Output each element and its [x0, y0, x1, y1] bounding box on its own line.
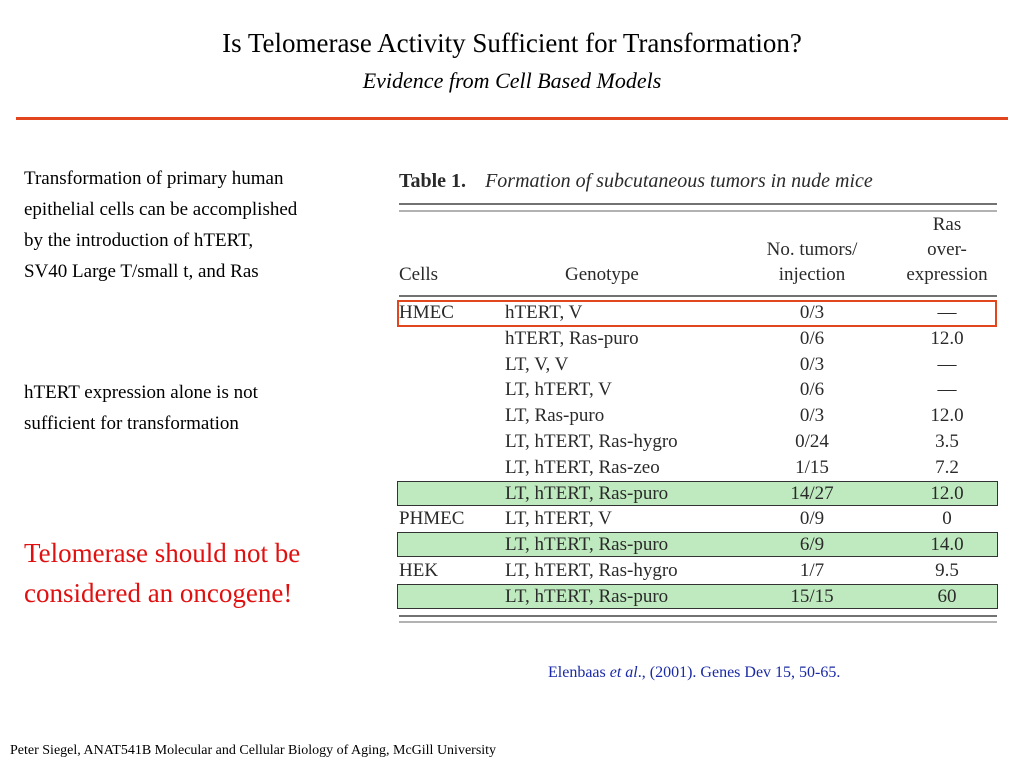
tumors-per-injection: 1/15: [795, 456, 829, 478]
citation-etal: et al: [609, 664, 638, 681]
slide-subtitle: Evidence from Cell Based Models: [362, 68, 662, 93]
point-line: SV40 Large T/small t, and Ras: [24, 261, 259, 282]
row-highlight-green: [397, 532, 998, 558]
tumors-per-injection: 6/9: [799, 534, 825, 556]
tumors-per-injection: 0/9: [799, 508, 825, 530]
slide-title: Is Telomerase Activity Sufficient for Tr…: [222, 28, 802, 58]
callout-line: considered an oncogene!: [24, 578, 293, 608]
tumor-table: Table 1. Formation of subcutaneous tumor…: [397, 160, 1002, 630]
table-caption: Formation of subcutaneous tumors in nude…: [485, 170, 873, 192]
row-highlight-green: [397, 480, 998, 506]
tumors-per-injection: 0/6: [799, 379, 825, 401]
ras-overexpression: —: [937, 302, 957, 323]
header-line: No. tumors/: [766, 239, 858, 260]
genotype: LT, hTERT, V: [505, 508, 612, 530]
citation: Elenbaas et al., (2001). Genes Dev 15, 5…: [548, 664, 840, 682]
ras-overexpression: 60: [937, 585, 957, 607]
point-line: Transformation of primary human: [24, 168, 284, 189]
ras-overexpression: 0: [942, 508, 952, 530]
row-highlight-red: [397, 300, 997, 327]
header-tumors: No. tumors/ injection: [742, 237, 882, 287]
genotype: hTERT, Ras-puro: [505, 327, 639, 349]
tumors-per-injection: 14/27: [790, 482, 834, 504]
point-line: epithelial cells can be accomplished: [24, 199, 298, 220]
genotype: LT, hTERT, Ras-zeo: [505, 456, 660, 478]
genotype: LT, hTERT, Ras-puro: [505, 482, 669, 504]
ras-overexpression: —: [937, 353, 957, 375]
cell-line: PHMEC: [399, 508, 465, 530]
ras-overexpression: 12.0: [930, 482, 964, 504]
header-line: Ras: [932, 214, 962, 235]
genotype: hTERT, V: [505, 302, 583, 323]
ras-overexpression: 14.0: [930, 534, 964, 556]
table-number: Table 1.: [399, 170, 467, 192]
tumors-per-injection: 0/3: [799, 353, 825, 375]
citation-authors: Elenbaas: [548, 664, 610, 681]
cell-line: HEK: [399, 560, 439, 581]
tumors-per-injection: 1/7: [799, 560, 825, 581]
header-genotype: Genotype: [565, 264, 639, 285]
footer: Peter Siegel, ANAT541B Molecular and Cel…: [10, 743, 497, 758]
row-highlight-green: [397, 583, 998, 609]
point-htert: hTERT expression alone is not sufficient…: [24, 377, 258, 439]
genotype: LT, hTERT, Ras-puro: [505, 585, 669, 607]
genotype: LT, hTERT, Ras-hygro: [505, 431, 678, 452]
ras-overexpression: 12.0: [930, 327, 964, 349]
header-line: over-: [927, 239, 967, 260]
point-line: sufficient for transformation: [24, 413, 239, 434]
genotype: LT, hTERT, Ras-hygro: [505, 560, 678, 581]
ras-overexpression: 12.0: [930, 405, 964, 427]
point-line: by the introduction of hTERT,: [24, 230, 254, 251]
table-heading: Table 1. Formation of subcutaneous tumor…: [399, 170, 873, 193]
genotype: LT, V, V: [505, 353, 569, 375]
tumors-per-injection: 0/6: [799, 327, 825, 349]
genotype: LT, hTERT, V: [505, 379, 612, 401]
tumors-per-injection: 0/3: [799, 405, 825, 427]
cell-line: HMEC: [399, 302, 454, 323]
ras-overexpression: —: [937, 379, 957, 401]
genotype: LT, Ras-puro: [505, 405, 605, 427]
citation-source: ., (2001). Genes Dev 15, 50-65.: [637, 664, 841, 681]
callout-line: Telomerase should not be: [24, 538, 301, 568]
tumors-per-injection: 0/24: [795, 431, 829, 452]
ras-overexpression: 7.2: [935, 456, 959, 478]
tumors-per-injection: 15/15: [790, 585, 834, 607]
ras-overexpression: 9.5: [935, 560, 959, 581]
header-ras: Ras over- expression: [892, 212, 1002, 287]
ras-overexpression: 3.5: [935, 431, 959, 452]
tumors-per-injection: 0/3: [799, 302, 825, 323]
callout-text: Telomerase should not be considered an o…: [24, 533, 300, 613]
genotype: LT, hTERT, Ras-puro: [505, 534, 669, 556]
header-line: expression: [906, 264, 988, 285]
header-cells: Cells: [399, 264, 439, 285]
point-line: hTERT expression alone is not: [24, 382, 258, 403]
title-divider: [16, 117, 1008, 120]
point-transformation: Transformation of primary human epitheli…: [24, 163, 297, 287]
header-line: injection: [778, 264, 846, 285]
